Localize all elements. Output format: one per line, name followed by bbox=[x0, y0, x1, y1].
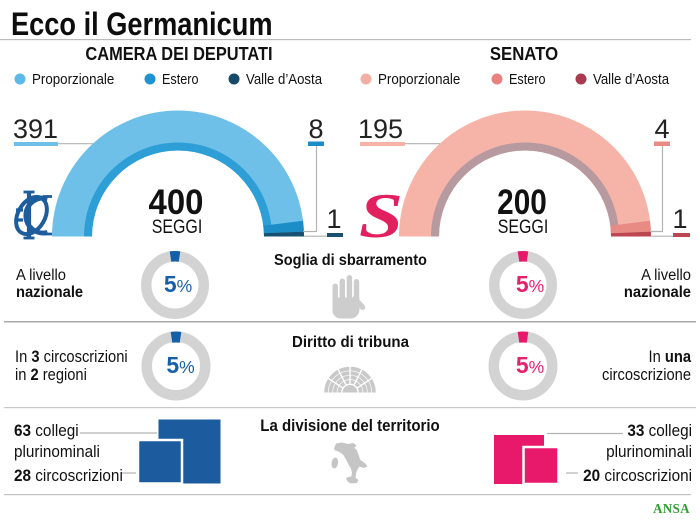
svg-text:S: S bbox=[359, 180, 403, 251]
